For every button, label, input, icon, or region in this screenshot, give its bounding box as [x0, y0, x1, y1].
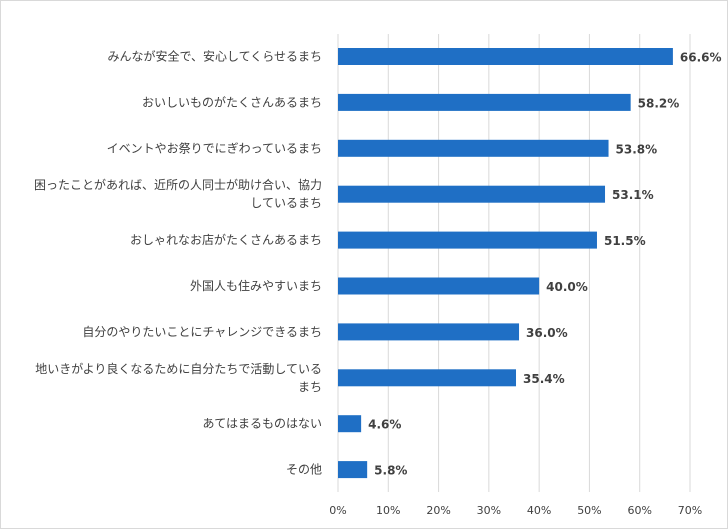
- category-label: まち: [298, 380, 322, 394]
- bar: [338, 277, 540, 295]
- data-label: 5.8%: [374, 464, 407, 478]
- bars: [338, 48, 673, 479]
- category-label: おしゃれなお店がたくさんあるまち: [130, 232, 322, 247]
- data-label: 53.8%: [616, 142, 658, 156]
- category-label: おいしいものがたくさんあるまち: [142, 94, 322, 109]
- category-label: 困ったことがあれば、近所の人同士が助け合い、協力: [34, 177, 322, 192]
- bar: [338, 139, 609, 157]
- x-tick-label: 30%: [477, 504, 501, 517]
- category-label: 外国人も住みやすいまち: [190, 279, 322, 293]
- category-label: みんなが安全で、安心してくらせるまち: [107, 49, 322, 64]
- category-label: しているまち: [250, 196, 322, 210]
- category-label: あてはまるものはない: [202, 417, 322, 431]
- bar: [338, 185, 606, 203]
- category-label: 自分のやりたいことにチャレンジできるまち: [82, 325, 322, 339]
- category-label: その他: [286, 463, 322, 477]
- x-tick-label: 10%: [376, 504, 400, 517]
- data-label: 53.1%: [612, 188, 654, 202]
- data-label: 36.0%: [526, 326, 568, 340]
- data-label: 51.5%: [604, 234, 646, 248]
- data-label: 40.0%: [546, 280, 588, 294]
- labels: 0% 10% 20% 30% 40% 50% 60% 70% みんなが安全で、安心してくらせるま…: [34, 49, 722, 518]
- x-tick-label: 20%: [426, 504, 450, 517]
- category-label: イベントやお祭りでにぎわっているまち: [107, 141, 322, 155]
- category-label: 地いきがより良くなるために自分たちで活動している: [35, 361, 322, 376]
- x-tick-label: 0%: [329, 504, 346, 517]
- x-tick-label: 60%: [627, 504, 651, 517]
- data-label: 35.4%: [523, 372, 565, 386]
- data-label: 66.6%: [680, 51, 722, 65]
- bar: [338, 231, 597, 249]
- x-tick-label: 70%: [678, 504, 702, 517]
- bar: [338, 415, 362, 433]
- bar: [338, 48, 673, 65]
- x-tick-label: 40%: [527, 504, 551, 517]
- bar: [338, 461, 368, 479]
- bar: [338, 369, 517, 387]
- bar: [338, 323, 520, 341]
- data-label: 4.6%: [368, 418, 401, 432]
- data-label: 58.2%: [638, 96, 680, 110]
- x-tick-label: 50%: [577, 504, 601, 517]
- bar: [338, 93, 631, 111]
